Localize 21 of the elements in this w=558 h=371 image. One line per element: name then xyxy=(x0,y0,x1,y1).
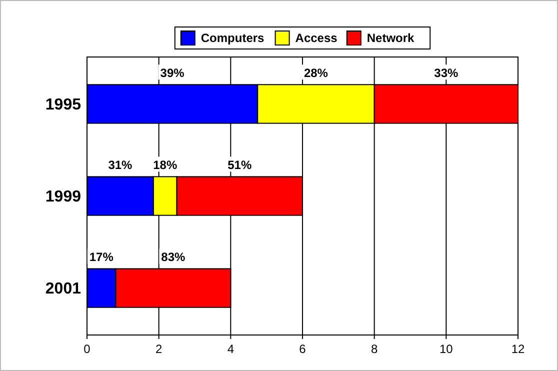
x-tick-label: 8 xyxy=(370,342,378,356)
x-tick-label: 0 xyxy=(84,342,91,356)
annotation: 83% xyxy=(161,250,186,264)
y-tick-label: 2001 xyxy=(45,280,82,298)
legend-label: Access xyxy=(295,31,338,45)
y-tick-label: 1999 xyxy=(45,188,82,206)
y-tick-label: 1995 xyxy=(45,96,82,114)
x-tick-label: 2 xyxy=(155,342,162,356)
legend-label: Computers xyxy=(200,31,265,45)
x-tick-label: 6 xyxy=(299,342,306,356)
annotation: 18% xyxy=(153,158,178,172)
annotation: 39% xyxy=(160,66,185,80)
x-tick-label: 4 xyxy=(227,342,234,356)
annotation: 31% xyxy=(108,158,133,172)
annotation: 51% xyxy=(228,158,252,172)
annotation: 33% xyxy=(434,66,458,80)
legend-label: Network xyxy=(366,31,415,45)
x-tick-label: 12 xyxy=(511,342,525,356)
annotation: 28% xyxy=(304,66,328,80)
annotation: 17% xyxy=(89,250,114,264)
x-tick-label: 10 xyxy=(439,342,454,356)
